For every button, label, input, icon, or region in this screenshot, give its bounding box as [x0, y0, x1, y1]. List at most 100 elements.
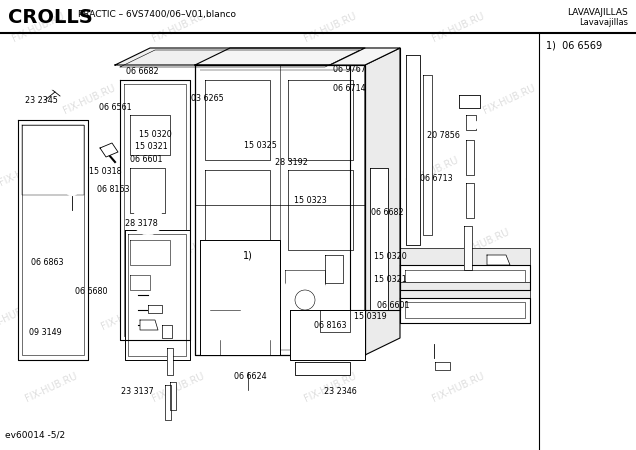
Text: 15 0319: 15 0319: [354, 312, 387, 321]
Text: LAVAVAJILLAS: LAVAVAJILLAS: [567, 8, 628, 17]
Text: FIX-HUB.RU: FIX-HUB.RU: [36, 226, 91, 260]
Text: 15 0325: 15 0325: [244, 141, 277, 150]
Text: 15 0320: 15 0320: [139, 130, 171, 139]
Text: 06 6561: 06 6561: [99, 103, 131, 112]
Text: FIX-HUB.RU: FIX-HUB.RU: [431, 10, 485, 44]
Text: FIX-HUB.RU: FIX-HUB.RU: [240, 298, 294, 332]
Polygon shape: [350, 48, 400, 310]
Text: 15 0320: 15 0320: [374, 252, 406, 261]
Polygon shape: [18, 120, 88, 360]
Polygon shape: [365, 48, 400, 355]
Text: 06 6601: 06 6601: [377, 301, 409, 310]
Text: FIX-HUB.RU: FIX-HUB.RU: [329, 226, 384, 260]
Polygon shape: [162, 325, 172, 338]
Text: FIX-HUB.RU: FIX-HUB.RU: [176, 226, 231, 260]
Text: 06 6863: 06 6863: [31, 258, 63, 267]
Polygon shape: [148, 305, 162, 313]
Text: 23 2346: 23 2346: [324, 387, 357, 396]
Circle shape: [280, 275, 330, 325]
Polygon shape: [200, 240, 280, 355]
Text: FIX-HUB.RU: FIX-HUB.RU: [405, 154, 460, 188]
Polygon shape: [320, 310, 350, 332]
Circle shape: [133, 205, 163, 235]
Text: FIX-HUB.RU: FIX-HUB.RU: [456, 226, 511, 260]
Text: 15 0321: 15 0321: [135, 142, 168, 151]
Polygon shape: [290, 310, 365, 360]
Text: PRACTIC – 6VS7400/06–V01,blanco: PRACTIC – 6VS7400/06–V01,blanco: [78, 10, 236, 19]
Polygon shape: [120, 80, 190, 340]
Text: 06 6682: 06 6682: [126, 68, 158, 76]
Text: 28 3178: 28 3178: [125, 219, 157, 228]
Circle shape: [143, 330, 151, 338]
Text: CROLLS: CROLLS: [8, 8, 93, 27]
Text: 15 0318: 15 0318: [89, 167, 121, 176]
Polygon shape: [435, 362, 450, 370]
Polygon shape: [370, 168, 388, 310]
Text: FIX-HUB.RU: FIX-HUB.RU: [303, 10, 358, 44]
Text: FIX-HUB.RU: FIX-HUB.RU: [481, 82, 536, 116]
Text: 1): 1): [243, 250, 253, 260]
Text: FIX-HUB.RU: FIX-HUB.RU: [367, 298, 422, 332]
Text: 28 3192: 28 3192: [275, 158, 308, 167]
Polygon shape: [466, 140, 474, 175]
Polygon shape: [195, 65, 365, 355]
Polygon shape: [400, 298, 530, 323]
Polygon shape: [466, 115, 476, 130]
Polygon shape: [295, 362, 350, 375]
Polygon shape: [487, 255, 510, 265]
Circle shape: [471, 121, 479, 129]
Text: 09 3149: 09 3149: [29, 328, 62, 337]
Text: FIX-HUB.RU: FIX-HUB.RU: [62, 82, 116, 116]
Text: 06 8163: 06 8163: [314, 321, 347, 330]
Text: 06 6714: 06 6714: [333, 84, 366, 93]
Text: FIX-HUB.RU: FIX-HUB.RU: [11, 10, 66, 44]
Polygon shape: [140, 320, 158, 330]
Text: FIX-HUB.RU: FIX-HUB.RU: [0, 154, 53, 188]
Polygon shape: [400, 265, 530, 290]
Text: FIX-HUB.RU: FIX-HUB.RU: [125, 154, 180, 188]
Text: 06 6601: 06 6601: [130, 155, 163, 164]
Circle shape: [243, 362, 253, 372]
Polygon shape: [115, 48, 365, 65]
Polygon shape: [400, 282, 530, 298]
Text: 06 6682: 06 6682: [371, 208, 404, 217]
Text: 03 6265: 03 6265: [191, 94, 223, 103]
Text: FIX-HUB.RU: FIX-HUB.RU: [342, 82, 396, 116]
Polygon shape: [195, 48, 400, 65]
Polygon shape: [167, 348, 173, 375]
Polygon shape: [170, 382, 176, 410]
Text: FIX-HUB.RU: FIX-HUB.RU: [303, 370, 358, 404]
Polygon shape: [464, 226, 472, 270]
Text: 15 0323: 15 0323: [294, 196, 327, 205]
Circle shape: [45, 80, 55, 90]
Text: FIX-HUB.RU: FIX-HUB.RU: [202, 82, 256, 116]
Polygon shape: [406, 55, 420, 245]
Text: 06 8163: 06 8163: [97, 184, 129, 194]
Text: 23 2345: 23 2345: [25, 96, 59, 105]
Text: Lavavajillas: Lavavajillas: [579, 18, 628, 27]
Text: FIX-HUB.RU: FIX-HUB.RU: [278, 154, 333, 188]
Text: 06 6680: 06 6680: [75, 287, 107, 296]
Text: 23 3137: 23 3137: [121, 387, 153, 396]
Text: FIX-HUB.RU: FIX-HUB.RU: [151, 10, 205, 44]
Text: 06 6624: 06 6624: [234, 372, 266, 381]
Polygon shape: [423, 75, 432, 235]
Text: 06 6713: 06 6713: [420, 174, 452, 183]
Polygon shape: [466, 183, 474, 218]
Circle shape: [408, 328, 422, 342]
Text: 20 7856: 20 7856: [427, 130, 460, 140]
Polygon shape: [100, 143, 118, 157]
Polygon shape: [459, 95, 480, 108]
Text: FIX-HUB.RU: FIX-HUB.RU: [100, 298, 155, 332]
Text: FIX-HUB.RU: FIX-HUB.RU: [0, 298, 40, 332]
Text: FIX-HUB.RU: FIX-HUB.RU: [431, 370, 485, 404]
Text: 1)  06 6569: 1) 06 6569: [546, 40, 602, 50]
Text: FIX-HUB.RU: FIX-HUB.RU: [151, 370, 205, 404]
Circle shape: [428, 332, 440, 344]
Polygon shape: [125, 230, 190, 360]
Circle shape: [66, 184, 78, 196]
Text: 06 9767: 06 9767: [333, 65, 366, 74]
Text: ev60014 -5/2: ev60014 -5/2: [5, 431, 65, 440]
Text: FIX-HUB.RU: FIX-HUB.RU: [24, 370, 78, 404]
Polygon shape: [165, 385, 171, 420]
